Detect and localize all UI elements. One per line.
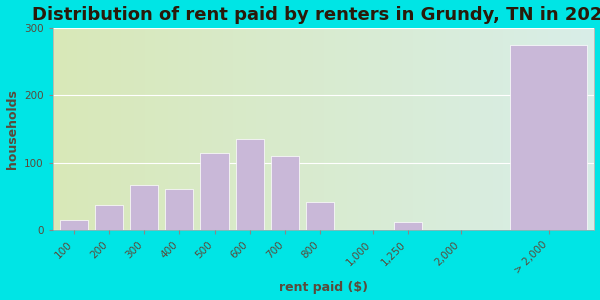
Bar xyxy=(394,222,422,230)
Bar xyxy=(510,45,587,230)
Bar xyxy=(130,184,158,230)
Bar xyxy=(306,202,334,230)
Bar xyxy=(60,220,88,230)
Bar xyxy=(95,205,123,230)
Bar xyxy=(200,153,229,230)
Title: Distribution of rent paid by renters in Grundy, TN in 2021: Distribution of rent paid by renters in … xyxy=(32,6,600,24)
X-axis label: rent paid ($): rent paid ($) xyxy=(279,281,368,294)
Bar xyxy=(236,139,264,230)
Y-axis label: households: households xyxy=(5,89,19,169)
Bar xyxy=(271,156,299,230)
Bar xyxy=(166,189,193,230)
